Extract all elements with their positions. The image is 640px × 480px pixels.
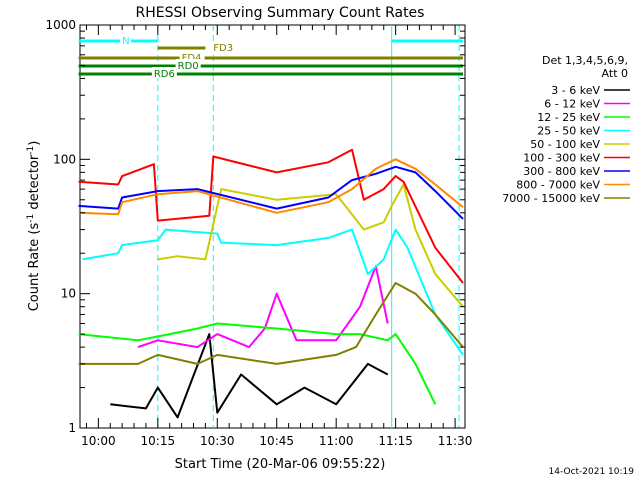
state-label-fd4: FD4 — [182, 53, 202, 64]
series-line-2 — [78, 322, 437, 405]
legend-label-5: 100 - 300 keV — [523, 152, 600, 165]
state-label-rd6: RD6 — [154, 69, 175, 80]
x-axis-label: Start Time (20-Mar-06 09:55:22) — [175, 457, 386, 472]
series-line-3 — [82, 228, 464, 356]
series-line-5 — [78, 148, 464, 284]
series-line-6 — [78, 165, 464, 220]
state-label-bg — [211, 41, 237, 52]
x-tick-label: 10:00 — [81, 434, 116, 448]
y-tick-label: 100 — [53, 152, 76, 166]
y-axis-label: Count Rate (s-1 detector-1) — [26, 141, 42, 312]
series-line-4 — [157, 183, 464, 308]
y-tick-label: 1000 — [45, 18, 76, 32]
x-tick-label: 10:30 — [200, 434, 235, 448]
legend-label-0: 3 - 6 keV — [551, 84, 600, 97]
state-label-bg — [151, 67, 177, 78]
state-label-n: N — [122, 36, 129, 47]
x-tick-label: 11:30 — [438, 434, 473, 448]
state-label-fd3: FD3 — [213, 43, 233, 54]
y-tick-label: 10 — [61, 287, 76, 301]
legend-label-7: 800 - 7000 keV — [516, 179, 600, 192]
series-line-1 — [137, 265, 389, 349]
axes: 1 10 100 1000 10:00 10:15 10:30 10:45 11:00 11:15… — [45, 18, 472, 448]
legend-label-8: 7000 - 15000 keV — [502, 192, 600, 205]
state-label-bg — [179, 51, 205, 62]
legend-label-1: 6 - 12 keV — [544, 98, 600, 111]
legend-header-line: Att 0 — [602, 67, 628, 80]
legend-label-4: 50 - 100 keV — [530, 138, 600, 151]
legend-label-2: 12 - 25 keV — [537, 111, 600, 124]
legend-label-3: 25 - 50 keV — [537, 125, 600, 138]
state-label-bg — [120, 34, 132, 45]
plot-frame — [79, 24, 466, 429]
plot-timestamp: 14-Oct-2021 10:19 — [549, 467, 635, 477]
legend-header-line: Det 1,3,4,5,6,9, — [542, 54, 628, 67]
x-tick-label: 11:15 — [378, 434, 413, 448]
chart-title: RHESSI Observing Summary Count Rates — [136, 5, 425, 21]
state-label-rd0: RD0 — [178, 61, 199, 72]
series-lines — [78, 148, 464, 419]
state-label-bg — [175, 59, 201, 70]
x-tick-label: 10:45 — [259, 434, 294, 448]
x-tick-label: 11:00 — [319, 434, 354, 448]
series-line-7 — [78, 158, 464, 216]
y-tick-label: 1 — [68, 421, 76, 435]
series-line-0 — [110, 333, 389, 419]
legend-label-6: 300 - 800 keV — [523, 165, 600, 178]
series-line-8 — [78, 282, 464, 365]
x-tick-label: 10:15 — [141, 434, 176, 448]
